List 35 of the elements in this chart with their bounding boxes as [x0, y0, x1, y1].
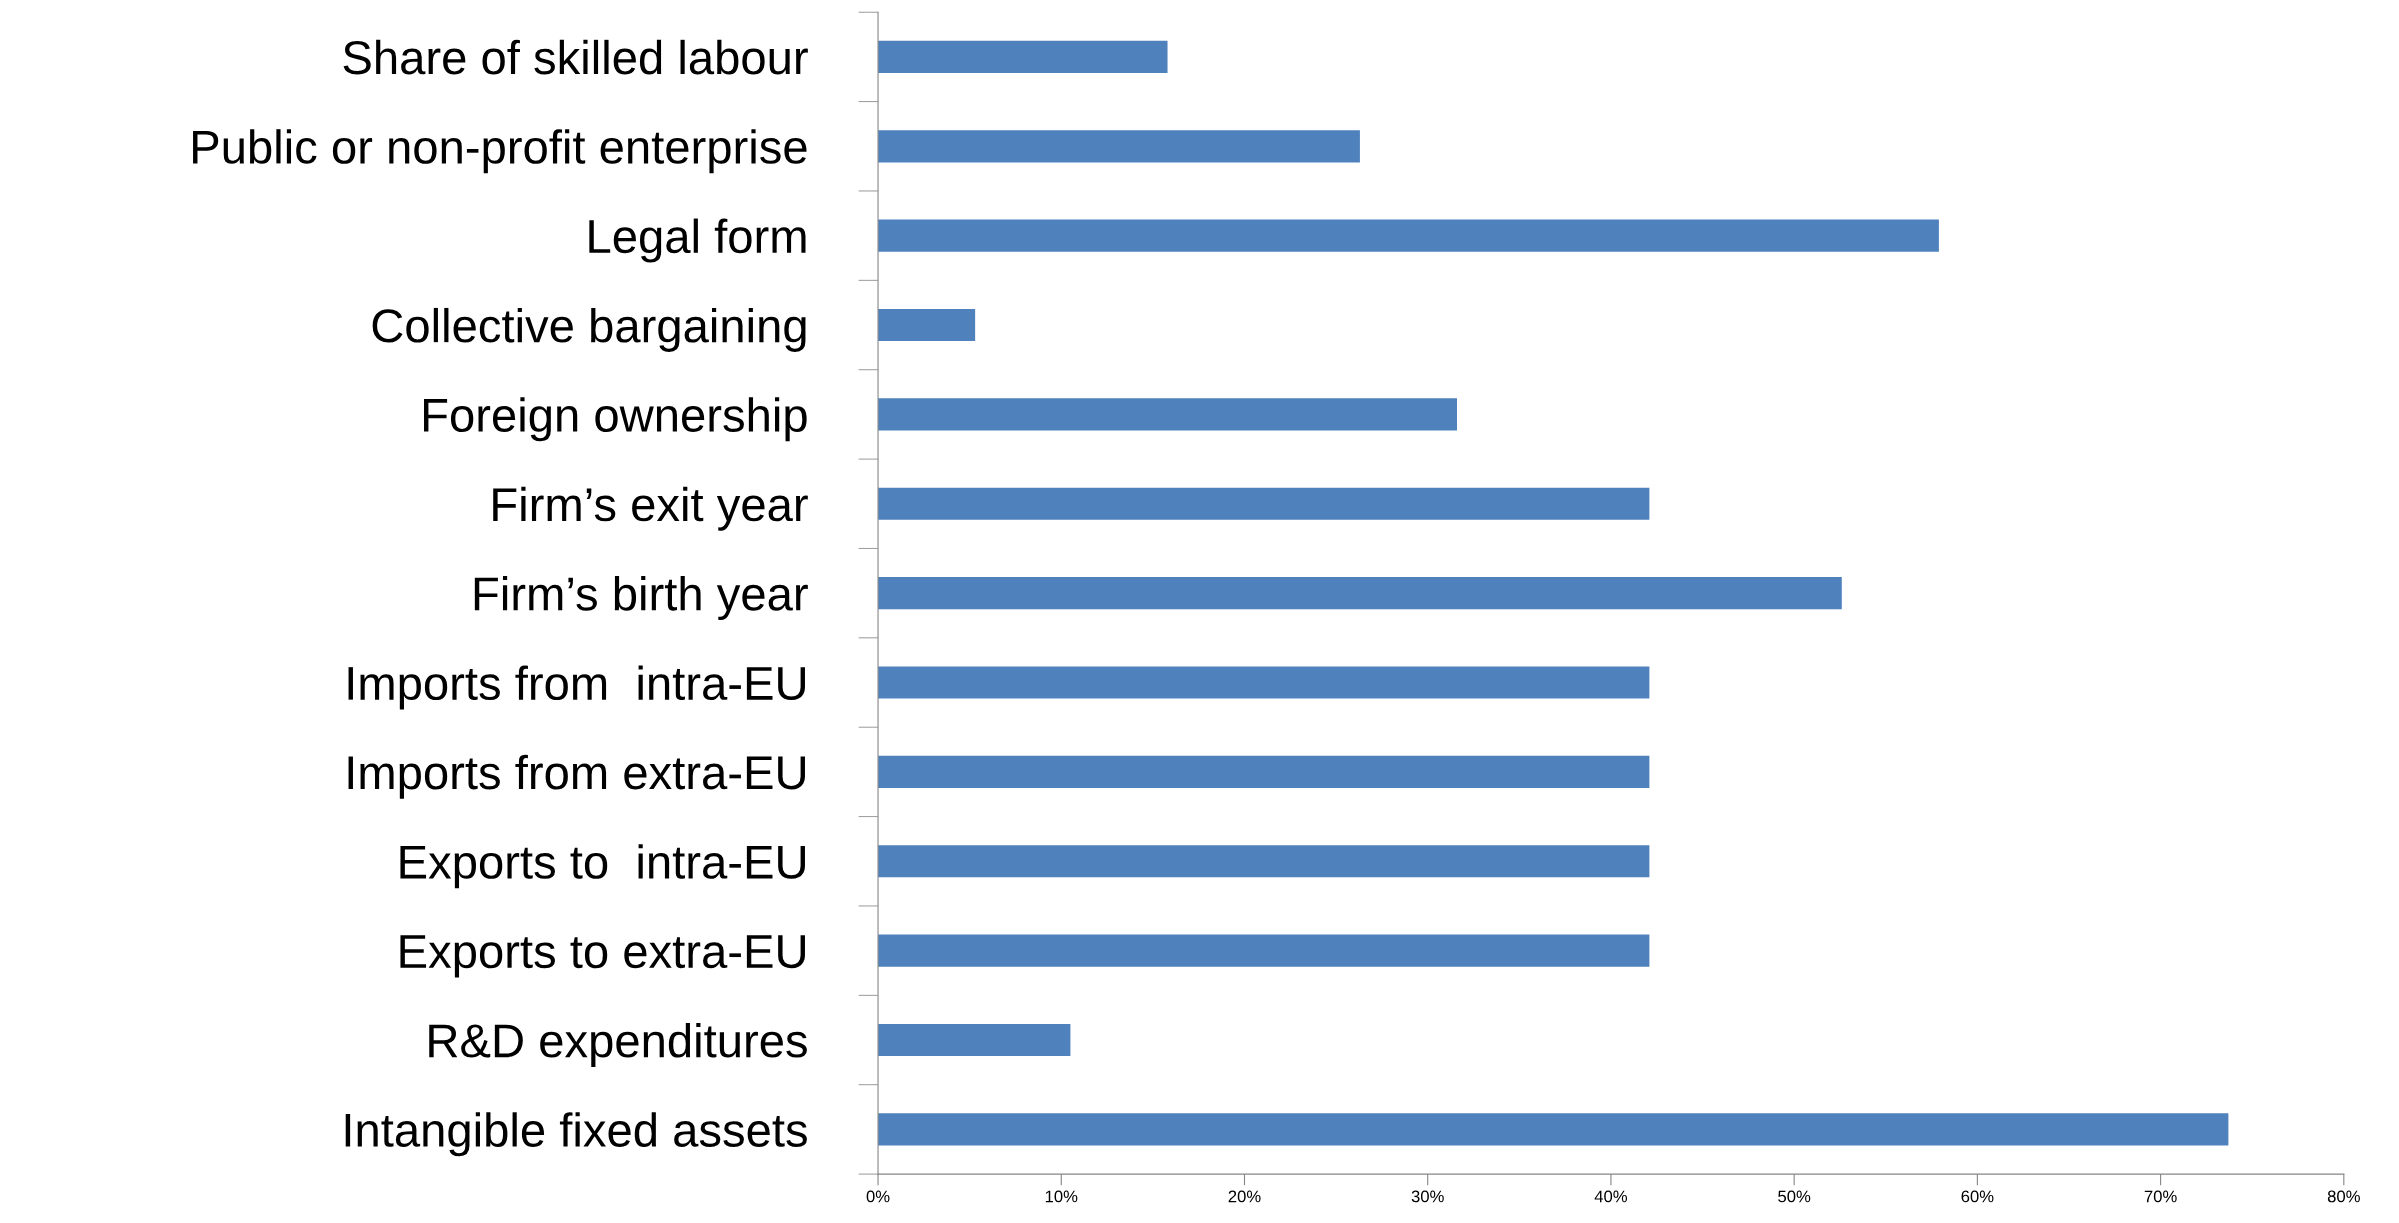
y-tick-label: Exports to extra-EU	[400, 935, 805, 978]
y-tick-label: Exports to intra-EU	[400, 844, 805, 889]
bar	[878, 666, 1650, 699]
y-tick-label: Firm’s exit year	[493, 486, 808, 531]
bar	[878, 577, 1842, 610]
x-tick-label: 30%	[1411, 1190, 1444, 1203]
x-tick-label: 50%	[1778, 1190, 1811, 1203]
bar	[878, 130, 1360, 163]
bar	[878, 487, 1650, 520]
bar	[878, 1113, 2229, 1146]
y-tick-label: Intangible fixed assets	[345, 1112, 807, 1157]
bar	[878, 755, 1650, 788]
bar	[878, 398, 1458, 431]
x-tick-label: 0%	[866, 1190, 890, 1203]
bar	[878, 845, 1650, 878]
y-tick-label: R&D expenditures	[429, 1022, 807, 1067]
y-tick-label: Collective bargaining	[372, 307, 806, 352]
y-tick-label: Public or non-profit enterprise	[193, 129, 807, 174]
x-tick-label: 40%	[1594, 1190, 1628, 1203]
bar	[878, 40, 1168, 73]
y-tick-label: Imports from intra-EU	[348, 665, 805, 710]
x-tick-label: 80%	[2327, 1190, 2360, 1203]
y-tick-label: Share of skilled labour	[343, 39, 808, 75]
bar	[878, 1023, 1071, 1057]
bar	[878, 934, 1650, 967]
bar	[878, 308, 976, 342]
x-tick-label: 70%	[2144, 1190, 2177, 1203]
x-tick-label: 20%	[1228, 1190, 1261, 1203]
x-tick-label: 10%	[1045, 1190, 1078, 1203]
y-tick-label: Firm’s birth year	[474, 576, 808, 621]
y-tick-label: Imports from extra-EU	[348, 754, 805, 799]
bar	[878, 219, 1939, 252]
y-tick-label: Legal form	[589, 218, 806, 263]
x-tick-label: 60%	[1961, 1190, 1994, 1203]
y-tick-label: Foreign ownership	[424, 397, 807, 442]
